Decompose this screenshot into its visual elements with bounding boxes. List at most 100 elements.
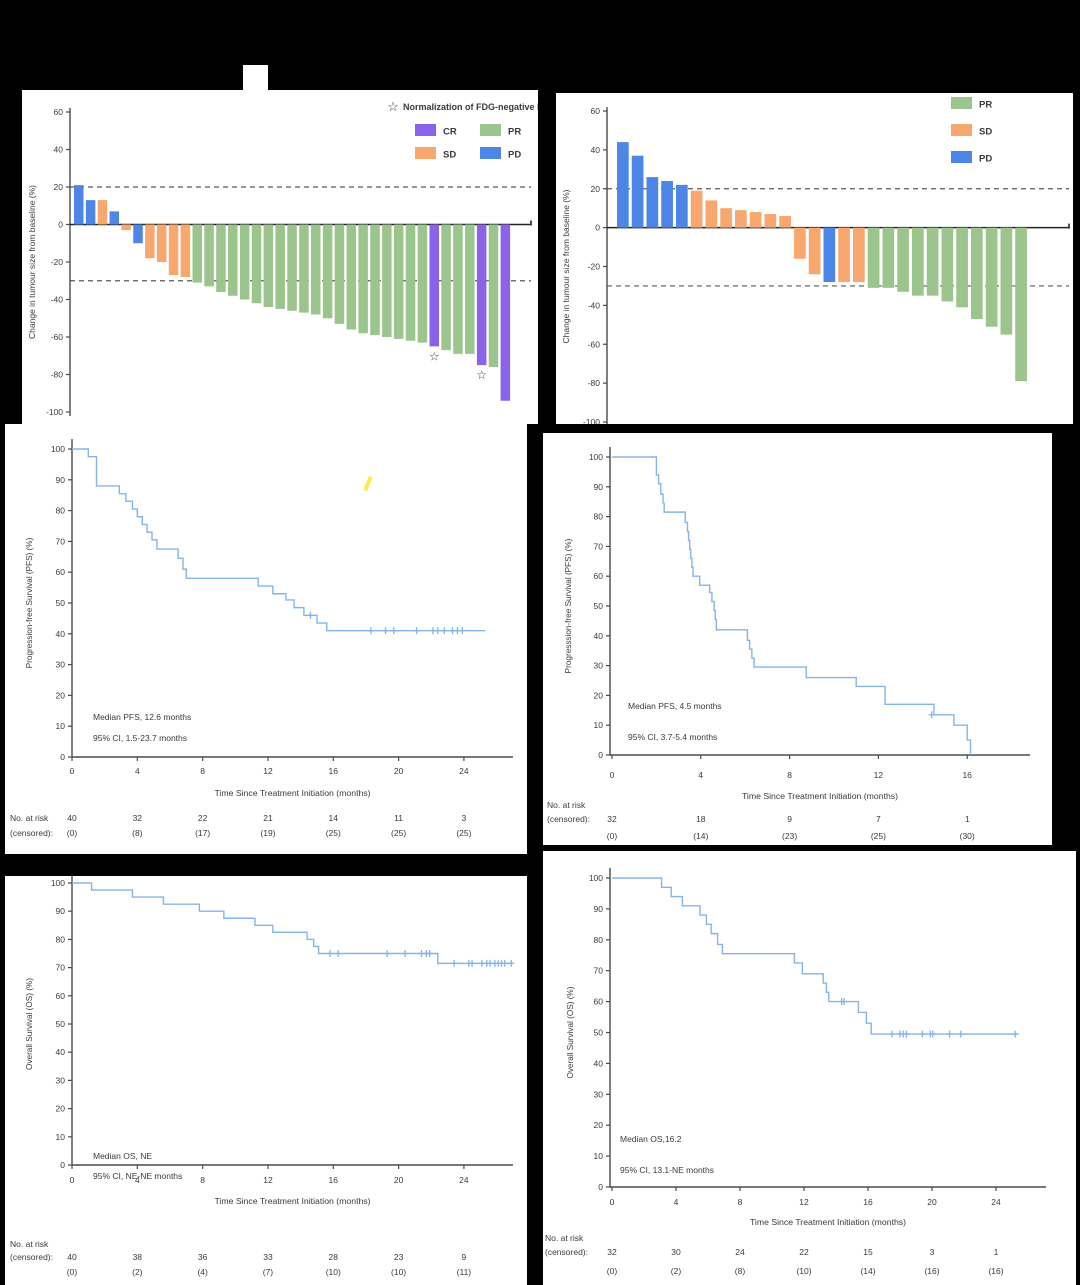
censored-count: (10)	[391, 1267, 406, 1277]
y-tick-label: 60	[594, 571, 604, 581]
bar-pr	[1015, 227, 1027, 382]
bar-pd	[617, 142, 629, 228]
censored-count: (19)	[260, 828, 275, 838]
y-axis-title: Overall Survival (OS) (%)	[25, 978, 34, 1070]
y-tick-label: 90	[594, 482, 604, 492]
y-tick-label: 0	[60, 752, 65, 762]
bar-pr	[405, 224, 416, 341]
km-curve	[72, 448, 486, 632]
y-tick-label: 40	[56, 1047, 66, 1057]
risk-count: 18	[696, 814, 706, 824]
y-tick-label: 100	[51, 444, 65, 454]
y-tick-label: 40	[594, 1058, 604, 1068]
y-tick-label: 40	[56, 629, 66, 639]
risk-count: 33	[263, 1252, 273, 1262]
censored-count: (25)	[391, 828, 406, 838]
y-tick-label: 20	[54, 182, 64, 192]
risk-count: 3	[462, 813, 467, 823]
censored-count: (16)	[924, 1266, 939, 1276]
bar-pd	[85, 200, 96, 225]
bar-sd	[720, 208, 732, 228]
censored-count: (25)	[326, 828, 341, 838]
bar-sd	[794, 227, 806, 259]
risk-table-label: No. at risk	[545, 1233, 584, 1243]
y-tick-label: -60	[588, 339, 601, 349]
panel-waterfall-right: 60 40 20 0 -20 -40 -60 -80 -100 Change in tumour …	[556, 93, 1073, 424]
x-tick-label: 12	[799, 1197, 809, 1207]
bar-pd	[133, 224, 143, 244]
x-tick-label: 0	[610, 770, 615, 780]
y-tick-label: 100	[589, 452, 603, 462]
x-tick-label: 4	[698, 770, 703, 780]
legend-label: PR	[508, 127, 521, 138]
censored-count: (7)	[263, 1267, 274, 1277]
y-tick-label: -100	[46, 407, 63, 417]
bar-pd	[676, 184, 688, 228]
risk-count: 22	[198, 813, 208, 823]
bar-pr	[453, 224, 463, 354]
y-tick-label: -40	[588, 300, 601, 310]
x-tick-label: 12	[263, 766, 273, 776]
bar-pr	[192, 224, 202, 283]
y-tick-label: 10	[56, 1132, 66, 1142]
x-axis-title: Time Since Treatment Initiation (months)	[214, 1196, 370, 1206]
y-axis-title: Overall Survival (OS) (%)	[566, 986, 575, 1078]
bar-sd	[121, 224, 131, 231]
y-tick-label: -20	[51, 257, 64, 267]
panel-pfs-left: 100 90 80 70 60 50 40 30 20 10 0 0 4 8 12 16 20 24 Median …	[5, 424, 527, 854]
panel-os-right: 100 90 80 70 60 50 40 30 20 10 0 0 4 8 12 16 20 24 Median …	[543, 851, 1076, 1285]
censored-table-label: (censored):	[547, 814, 590, 824]
bar-sd	[853, 227, 865, 283]
y-tick-label: 80	[56, 934, 66, 944]
risk-table-label: No. at risk	[10, 1239, 49, 1249]
y-tick-label: -80	[51, 370, 64, 380]
bar-pr	[370, 224, 380, 336]
risk-count: 40	[67, 813, 77, 823]
panel-pfs-right: 100 90 80 70 60 50 40 30 20 10 0 0 4 8 12 16 Median PFS,…	[543, 433, 1052, 845]
panel-waterfall-left: 60 40 20 0 -20 -40 -60 -80 -100 ☆ ☆ Change in tumou…	[22, 90, 538, 424]
legend-swatch-sd	[951, 124, 972, 136]
risk-count: 3	[930, 1247, 935, 1257]
y-tick-label: -80	[588, 378, 601, 388]
y-tick-label: 40	[594, 631, 604, 641]
y-tick-label: 80	[594, 512, 604, 522]
censored-count: (0)	[607, 831, 618, 841]
y-tick-label: 100	[589, 873, 603, 883]
risk-count: 9	[787, 814, 792, 824]
bar-pr	[441, 224, 451, 351]
y-tick-label: 60	[591, 106, 601, 116]
x-tick-label: 16	[962, 770, 972, 780]
y-axis-title: Progression-free Survival (PFS) (%)	[25, 537, 34, 668]
y-tick-label: 10	[56, 721, 66, 731]
y-tick-label: 100	[51, 878, 65, 888]
risk-count: 40	[67, 1252, 77, 1262]
bar-pr	[971, 227, 983, 319]
x-tick-label: 16	[863, 1197, 873, 1207]
risk-count: 32	[607, 814, 617, 824]
star-note-icon: ☆	[387, 99, 399, 114]
legend-swatch-sd	[415, 147, 436, 159]
risk-count: 24	[735, 1247, 745, 1257]
bar-pd	[109, 211, 120, 225]
y-tick-label: 10	[594, 720, 604, 730]
bar-pr	[204, 224, 214, 287]
y-tick-label: 80	[594, 935, 604, 945]
censored-table-label: (censored):	[10, 1252, 53, 1262]
y-tick-label: 50	[56, 1019, 66, 1029]
km-curve	[612, 456, 972, 755]
km-curve	[72, 882, 513, 965]
bar-sd	[705, 200, 718, 228]
risk-count: 32	[607, 1247, 617, 1257]
bar-sd	[735, 210, 747, 228]
risk-table-label: No. at risk	[547, 800, 586, 810]
bar-pr	[251, 224, 262, 304]
x-tick-label: 4	[135, 1175, 140, 1185]
legend-swatch-cr	[415, 124, 436, 136]
x-axis-title: Time Since Treatment Initiation (months)	[750, 1217, 906, 1227]
y-tick-label: 70	[594, 541, 604, 551]
x-tick-label: 20	[394, 766, 404, 776]
bar-pr	[912, 227, 924, 296]
y-tick-label: -100	[583, 417, 600, 424]
bar-pr	[382, 224, 392, 337]
